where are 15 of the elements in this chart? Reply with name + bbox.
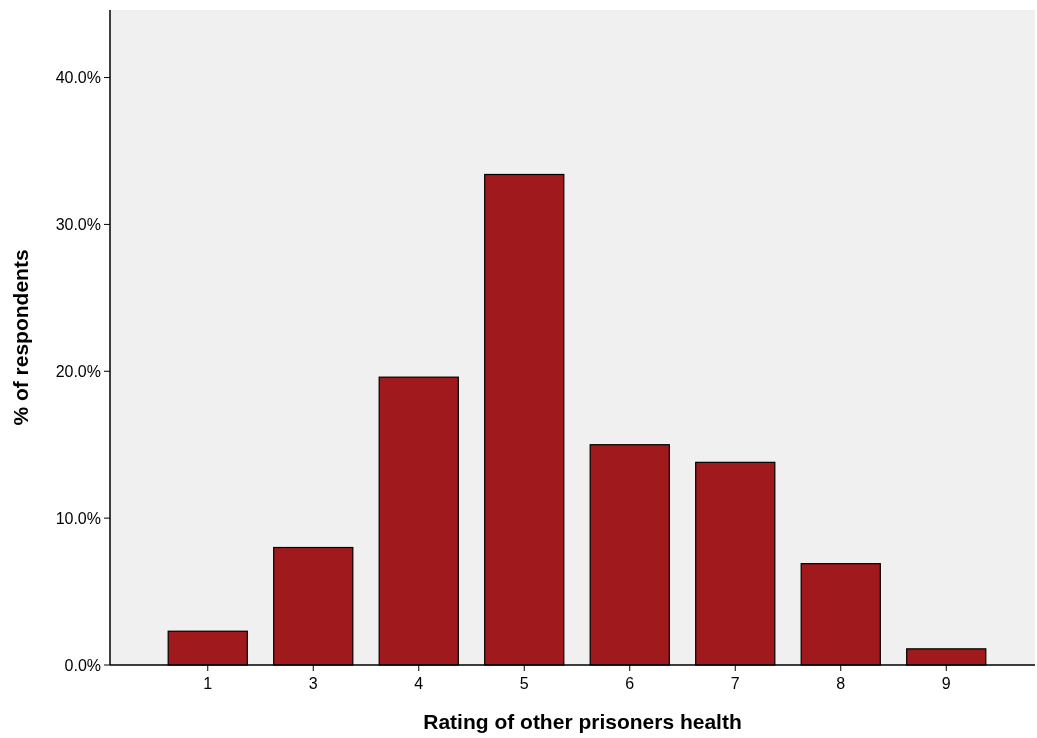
x-tick-label: 9 [941,675,951,692]
x-tick-label: 8 [836,675,846,692]
x-tick-label: 3 [308,675,318,692]
x-tick-label: 7 [730,675,740,692]
y-tick-label: 40.0% [55,69,101,87]
x-tick-label: 6 [625,675,635,692]
x-tick-label: 1 [203,675,213,692]
x-tick-label: 5 [519,675,529,692]
y-tick-label: 10.0% [55,509,101,527]
x-axis-title: Rating of other prisoners health [423,710,742,733]
y-tick-label: 20.0% [55,362,101,380]
x-tick-label: 4 [414,675,424,692]
y-axis-title: % of respondents [9,249,32,426]
y-tick-label: 30.0% [55,216,101,234]
y-tick-label: 0.0% [64,656,101,674]
